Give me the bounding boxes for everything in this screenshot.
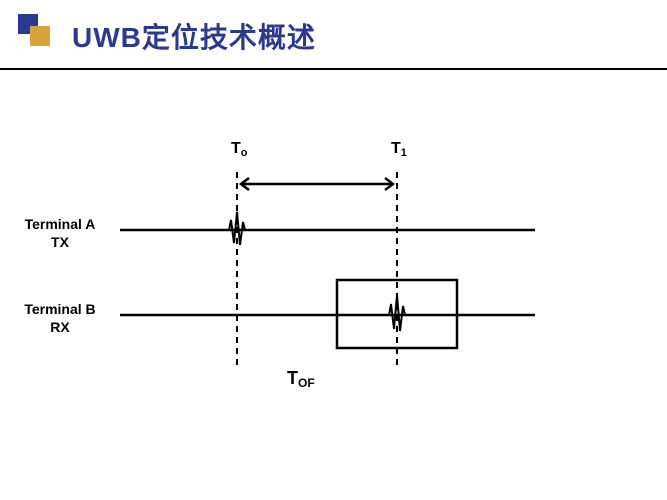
row-label-b: Terminal B RX [15,301,105,336]
timing-diagram: To T1 Terminal A TX Terminal B RX TOF [95,140,555,420]
row-label-a: Terminal A TX [15,216,105,251]
marker-t0-sub: o [241,147,248,159]
deco-square-gold [30,26,50,46]
pulse-rx-icon [385,295,409,331]
slide-header: UWB定位技术概述 [0,0,667,70]
marker-t1-sub: 1 [401,147,407,159]
row-a-line2: TX [51,234,69,250]
row-b-line2: RX [50,319,69,335]
diagram-svg [95,140,555,420]
tof-sub: OF [298,376,315,390]
marker-t0-main: T [231,140,241,157]
tof-label: TOF [287,368,315,389]
marker-t1-main: T [391,140,401,157]
header-decoration [18,14,50,46]
slide-title: UWB定位技术概述 [72,16,316,56]
marker-label-t0: To [231,140,248,158]
row-b-line1: Terminal B [24,301,95,317]
marker-label-t1: T1 [391,140,407,158]
row-a-line1: Terminal A [25,216,96,232]
tof-main: T [287,368,298,388]
